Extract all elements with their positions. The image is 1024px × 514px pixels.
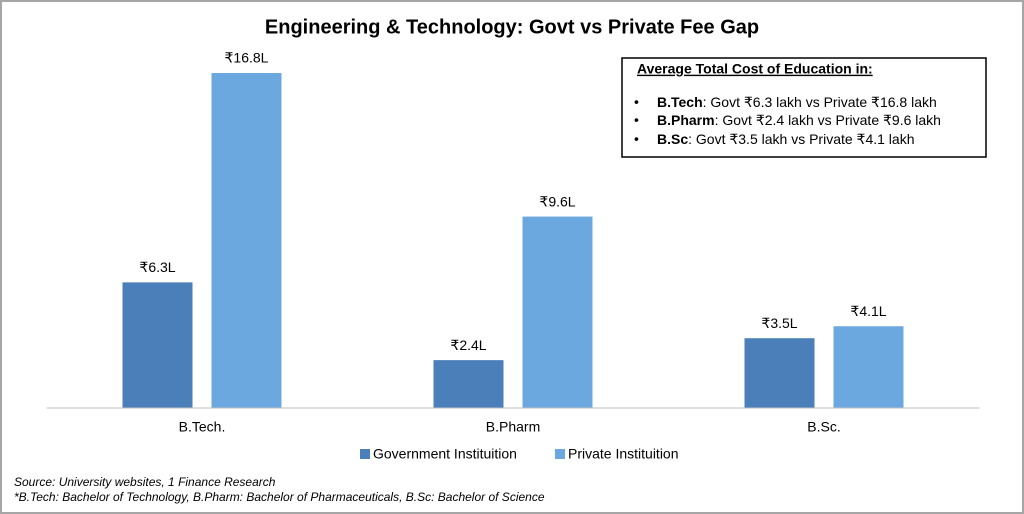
chart-title: Engineering & Technology: Govt vs Privat… xyxy=(265,16,759,38)
bullet: • xyxy=(634,112,639,128)
annotation-text: : Govt ₹2.4 lakh vs Private ₹9.6 lakh xyxy=(715,112,941,128)
annotation-bold: B.Sc xyxy=(657,131,688,147)
data-label: ₹16.8L xyxy=(225,50,269,66)
data-label: ₹3.5L xyxy=(761,315,797,331)
footnote: *B.Tech: Bachelor of Technology, B.Pharm… xyxy=(14,490,545,504)
data-label: ₹2.4L xyxy=(450,337,486,353)
bar xyxy=(211,73,282,408)
legend-label: Government Instituition xyxy=(373,446,517,462)
bar xyxy=(122,282,193,408)
data-label: ₹6.3L xyxy=(139,259,175,275)
annotation-text: : Govt ₹3.5 lakh vs Private ₹4.1 lakh xyxy=(688,131,914,147)
annotation-text: : Govt ₹6.3 lakh vs Private ₹16.8 lakh xyxy=(703,94,937,110)
legend-swatch xyxy=(360,449,370,459)
bullet: • xyxy=(634,94,639,110)
bar xyxy=(744,338,815,408)
bullet: • xyxy=(634,131,639,147)
bar xyxy=(833,326,904,408)
annotation-bold: B.Tech xyxy=(657,94,703,110)
annotation-item: B.Pharm: Govt ₹2.4 lakh vs Private ₹9.6 … xyxy=(657,112,941,128)
annotation-item: B.Tech: Govt ₹6.3 lakh vs Private ₹16.8 … xyxy=(657,94,937,110)
legend-swatch xyxy=(555,449,565,459)
annotation-bold: B.Pharm xyxy=(657,112,715,128)
data-label: ₹4.1L xyxy=(850,303,886,319)
data-label: ₹9.6L xyxy=(539,193,575,209)
bar xyxy=(433,360,504,408)
legend-label: Private Instituition xyxy=(568,446,679,462)
x-tick-label: B.Tech. xyxy=(179,419,226,435)
source-note: Source: University websites, 1 Finance R… xyxy=(14,475,276,489)
annotation-title: Average Total Cost of Education in: xyxy=(637,61,873,77)
bar xyxy=(522,216,593,408)
x-tick-label: B.Pharm xyxy=(486,419,540,435)
annotation-item: B.Sc: Govt ₹3.5 lakh vs Private ₹4.1 lak… xyxy=(657,131,914,147)
x-tick-label: B.Sc. xyxy=(807,419,840,435)
annotation-box xyxy=(621,57,987,158)
